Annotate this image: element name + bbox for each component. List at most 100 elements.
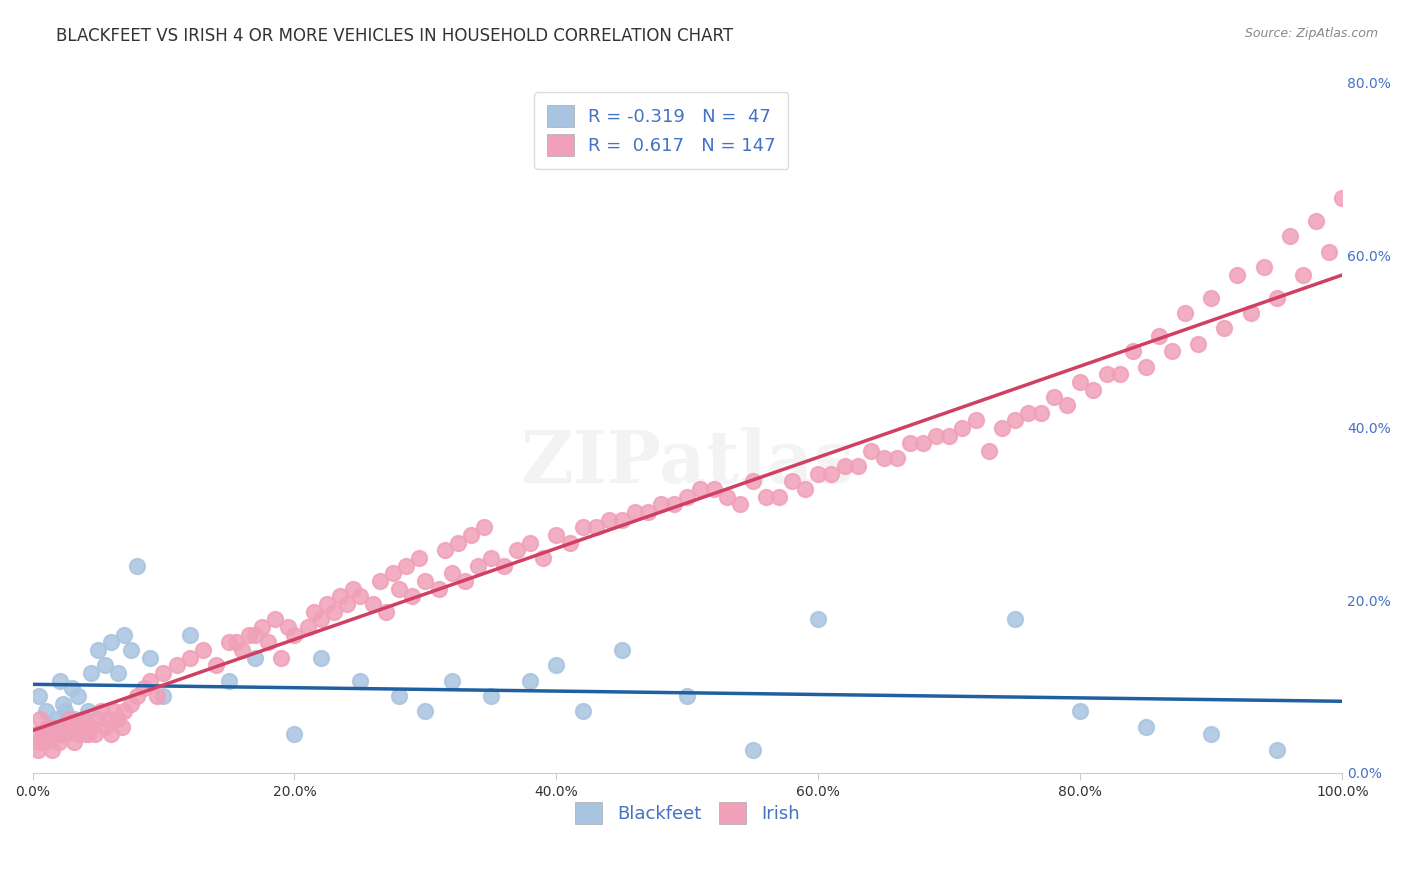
Point: [1201, 727, 1223, 741]
Point: [34, 705, 56, 719]
Point: [87, 643, 110, 657]
Point: [1265, 291, 1288, 305]
Point: [179, 628, 201, 642]
Point: [243, 628, 266, 642]
Point: [139, 650, 162, 665]
Point: [329, 590, 352, 604]
Point: [912, 436, 935, 450]
Point: [1161, 344, 1184, 359]
Point: [27, 743, 49, 757]
Point: [1043, 390, 1066, 404]
Point: [546, 528, 568, 542]
Point: [637, 505, 659, 519]
Point: [938, 428, 960, 442]
Point: [53, 705, 76, 719]
Point: [1029, 405, 1052, 419]
Point: [755, 490, 778, 504]
Point: [977, 443, 1000, 458]
Point: [434, 543, 457, 558]
Point: [519, 673, 541, 688]
Point: [1147, 329, 1170, 343]
Point: [349, 590, 371, 604]
Point: [794, 482, 817, 496]
Point: [283, 628, 305, 642]
Point: [650, 498, 672, 512]
Point: [1174, 306, 1197, 320]
Point: [664, 498, 686, 512]
Point: [1056, 398, 1078, 412]
Point: [886, 451, 908, 466]
Point: [45, 712, 67, 726]
Point: [1135, 720, 1157, 734]
Point: [316, 597, 339, 611]
Point: [368, 574, 391, 588]
Point: [48, 735, 70, 749]
Text: BLACKFEET VS IRISH 4 OR MORE VEHICLES IN HOUSEHOLD CORRELATION CHART: BLACKFEET VS IRISH 4 OR MORE VEHICLES IN…: [56, 27, 734, 45]
Point: [76, 727, 98, 741]
Point: [107, 666, 129, 681]
Point: [73, 727, 96, 741]
Point: [768, 490, 790, 504]
Point: [63, 735, 86, 749]
Point: [519, 536, 541, 550]
Point: [51, 720, 73, 734]
Point: [93, 658, 115, 673]
Point: [41, 720, 63, 734]
Point: [408, 551, 430, 566]
Point: [309, 612, 332, 626]
Point: [1135, 359, 1157, 374]
Point: [624, 505, 647, 519]
Point: [440, 566, 463, 581]
Point: [41, 743, 63, 757]
Point: [1017, 405, 1039, 419]
Point: [60, 681, 83, 696]
Point: [1226, 268, 1249, 282]
Point: [401, 590, 423, 604]
Point: [309, 650, 332, 665]
Point: [67, 689, 90, 703]
Point: [546, 658, 568, 673]
Point: [585, 520, 607, 534]
Point: [952, 421, 974, 435]
Point: [218, 635, 240, 649]
Point: [152, 689, 174, 703]
Point: [1004, 413, 1026, 427]
Point: [93, 720, 115, 734]
Point: [30, 712, 52, 726]
Point: [571, 705, 593, 719]
Point: [67, 727, 90, 741]
Point: [28, 735, 51, 749]
Point: [63, 712, 86, 726]
Point: [467, 558, 489, 573]
Point: [859, 443, 882, 458]
Point: [231, 643, 253, 657]
Point: [427, 582, 450, 596]
Point: [52, 697, 75, 711]
Point: [127, 689, 149, 703]
Point: [716, 490, 738, 504]
Point: [676, 490, 699, 504]
Point: [1305, 214, 1327, 228]
Point: [120, 643, 142, 657]
Point: [1331, 191, 1354, 205]
Point: [53, 727, 76, 741]
Point: [103, 705, 125, 719]
Point: [225, 635, 247, 649]
Point: [37, 720, 59, 734]
Point: [146, 689, 169, 703]
Point: [37, 727, 59, 741]
Point: [474, 520, 496, 534]
Point: [100, 727, 122, 741]
Point: [277, 620, 299, 634]
Point: [1278, 229, 1301, 244]
Point: [1265, 743, 1288, 757]
Point: [741, 475, 763, 489]
Point: [440, 673, 463, 688]
Legend: Blackfeet, Irish: Blackfeet, Irish: [567, 793, 808, 833]
Point: [49, 673, 72, 688]
Point: [166, 658, 188, 673]
Point: [375, 605, 398, 619]
Point: [1108, 367, 1130, 381]
Point: [610, 643, 633, 657]
Point: [1201, 291, 1223, 305]
